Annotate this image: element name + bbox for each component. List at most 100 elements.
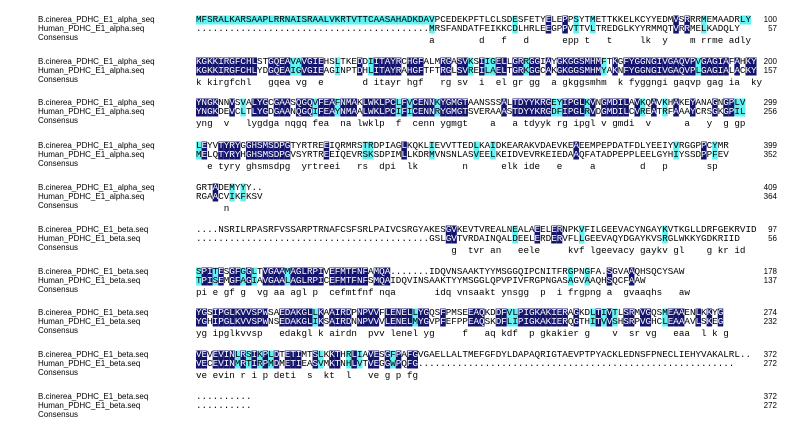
residue-highlight (290, 267, 296, 277)
residue-highlight (429, 98, 435, 108)
residue-highlight (218, 350, 224, 360)
residue-highlight (223, 141, 230, 151)
residue-highlight (406, 350, 413, 360)
residue-highlight (551, 225, 557, 235)
residue-highlight (362, 15, 369, 25)
residue-highlight (540, 317, 546, 327)
residue-highlight (662, 225, 668, 235)
residue-highlight (334, 66, 341, 76)
residue-highlight (418, 66, 424, 76)
residue-highlight (251, 107, 258, 117)
residue-highlight (673, 15, 679, 25)
residue-highlight (512, 107, 518, 117)
residue-highlight (551, 317, 557, 327)
sequence-end: 299 (764, 98, 778, 107)
residue-highlight (445, 66, 452, 76)
residue-highlight (662, 308, 668, 318)
residue-highlight (351, 98, 357, 108)
residue-highlight (390, 107, 396, 117)
residue-highlight (512, 98, 518, 108)
residue-highlight (717, 308, 724, 318)
residue-highlight (295, 308, 302, 318)
residue-highlight (429, 141, 435, 151)
residue-highlight (723, 107, 729, 117)
residue-highlight (517, 308, 524, 318)
residue-highlight (745, 57, 751, 67)
residue-highlight (501, 57, 507, 67)
residue-highlight (245, 57, 252, 67)
residue-highlight (456, 66, 463, 76)
residue-highlight (401, 107, 407, 117)
sequence-end: 372 (764, 392, 778, 401)
residue-highlight (273, 107, 280, 117)
residue-highlight (268, 57, 274, 67)
residue-highlight (517, 317, 524, 327)
residue-highlight (218, 308, 224, 318)
residue-highlight (207, 15, 213, 25)
residue-highlight (467, 317, 474, 327)
residue-highlight (423, 308, 430, 318)
residue-highlight (595, 57, 602, 67)
residue-highlight (345, 359, 352, 369)
residue-highlight (573, 57, 579, 67)
residue-highlight (251, 350, 258, 360)
residue-highlight (590, 98, 596, 108)
residue-highlight (323, 107, 330, 117)
sequence: MFSRALKARSAAPLRRNAISRAALVKRTVTTCAASAHADK… (196, 14, 751, 25)
sequence-end: 157 (764, 66, 778, 75)
residue-highlight (373, 359, 380, 369)
residue-highlight (556, 317, 563, 327)
residue-highlight (562, 98, 568, 108)
residue-highlight (201, 98, 208, 108)
residue-highlight (578, 98, 585, 108)
residue-highlight (573, 141, 579, 151)
residue-highlight (390, 57, 396, 67)
residue-highlight (434, 98, 441, 108)
residue-highlight (207, 267, 213, 277)
residue-highlight (406, 15, 413, 25)
residue-highlight (423, 107, 430, 117)
residue-highlight (534, 234, 541, 244)
residue-highlight (418, 317, 424, 327)
residue-highlight (368, 98, 374, 108)
consensus-label: Consensus (38, 410, 78, 419)
residue-highlight (473, 308, 480, 318)
residue-highlight (545, 98, 552, 108)
sequence-end: 56 (768, 234, 777, 243)
residue-highlight (395, 308, 402, 318)
residue-highlight (590, 308, 596, 318)
residue-highlight (212, 107, 219, 117)
residue-highlight (384, 317, 391, 327)
residue-highlight (345, 350, 352, 360)
consensus: n (224, 203, 230, 214)
residue-highlight (723, 98, 729, 108)
residue-highlight (257, 308, 263, 318)
sequence: VECEVINMRTIRPMDMETIEASVMKTNHLVTVEGGWPQFG… (196, 358, 734, 369)
residue-highlight (540, 98, 546, 108)
sequence-end: 409 (764, 183, 778, 192)
residue-highlight (390, 308, 396, 318)
sequence: VEVEVINLRSIKPLDTETIMTSLKKTHRLIAVESGFPAFG… (196, 349, 751, 360)
residue-highlight (673, 150, 679, 160)
residue-highlight (351, 359, 357, 369)
residue-highlight (201, 57, 208, 67)
residue-highlight (473, 150, 480, 160)
sequence: TPISEMGFAGIAVGAALAGLRPICEFMTFNFSMQAIDQVI… (196, 275, 646, 286)
residue-highlight (628, 276, 635, 286)
residue-highlight (512, 308, 518, 318)
residue-highlight (301, 308, 307, 318)
residue-highlight (623, 98, 629, 108)
residue-highlight (307, 57, 313, 67)
residue-highlight (279, 98, 285, 108)
residue-highlight (312, 267, 319, 277)
residue-highlight (301, 107, 307, 117)
residue-highlight (473, 317, 480, 327)
sequence-end: 137 (764, 276, 778, 285)
residue-highlight (667, 317, 674, 327)
residue-highlight (323, 15, 330, 25)
residue-highlight (201, 308, 208, 318)
residue-highlight (218, 359, 224, 369)
residue-highlight (268, 350, 274, 360)
residue-highlight (562, 66, 568, 76)
residue-highlight (251, 276, 258, 286)
